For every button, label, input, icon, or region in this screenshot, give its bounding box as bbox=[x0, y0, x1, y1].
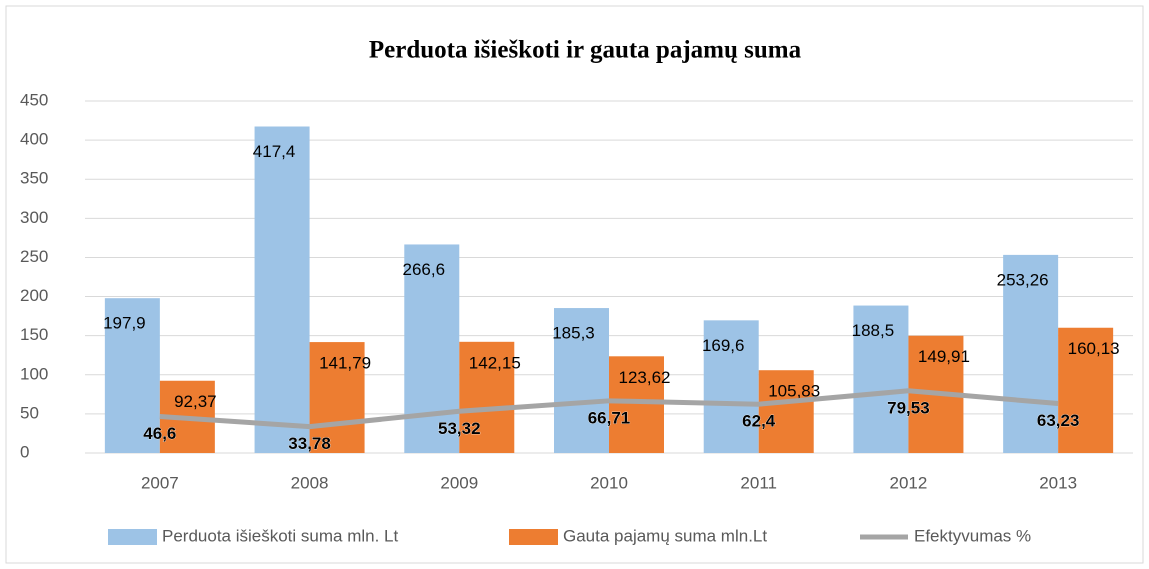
y-tick-label: 450 bbox=[20, 90, 48, 109]
bar bbox=[459, 341, 515, 453]
x-tick-label: 2012 bbox=[890, 473, 928, 492]
y-tick-label: 400 bbox=[20, 130, 48, 149]
line-label: 63,23 bbox=[1037, 411, 1080, 430]
legend-swatch bbox=[108, 529, 157, 545]
x-tick-label: 2009 bbox=[440, 473, 478, 492]
x-tick-label: 2013 bbox=[1039, 473, 1077, 492]
legend-label: Efektyvumas % bbox=[914, 526, 1031, 545]
data-label: 141,79 bbox=[319, 354, 371, 373]
x-tick-label: 2011 bbox=[740, 473, 777, 492]
line-label: 66,71 bbox=[588, 408, 631, 427]
bar bbox=[554, 308, 609, 453]
legend-label: Gauta pajamų suma mln.Lt bbox=[563, 526, 767, 545]
bar bbox=[853, 305, 909, 453]
data-label: 160,13 bbox=[1068, 339, 1120, 358]
data-label: 253,26 bbox=[997, 270, 1049, 289]
line-label: 46,6 bbox=[143, 424, 176, 443]
bar bbox=[758, 370, 814, 453]
data-label: 149,91 bbox=[918, 347, 970, 366]
data-label: 169,6 bbox=[702, 336, 745, 355]
data-label: 92,37 bbox=[174, 392, 217, 411]
chart-title: Perduota išieškoti ir gauta pajamų suma bbox=[369, 37, 802, 64]
bar bbox=[254, 126, 310, 454]
chart-border bbox=[5, 5, 1144, 564]
line-label: 33,78 bbox=[288, 434, 331, 453]
data-label: 417,4 bbox=[253, 142, 296, 161]
data-label: 142,15 bbox=[469, 353, 521, 372]
y-tick-label: 250 bbox=[20, 247, 48, 266]
data-label: 185,3 bbox=[552, 324, 595, 343]
x-tick-label: 2007 bbox=[141, 473, 179, 492]
y-tick-label: 150 bbox=[20, 325, 48, 344]
y-tick-label: 100 bbox=[20, 364, 48, 383]
bar bbox=[309, 342, 365, 453]
x-tick-label: 2008 bbox=[291, 473, 329, 492]
y-tick-label: 300 bbox=[20, 208, 48, 227]
bar bbox=[1003, 254, 1059, 453]
bar bbox=[1058, 327, 1114, 453]
x-tick-label: 2010 bbox=[590, 473, 628, 492]
bar bbox=[703, 320, 759, 453]
bar bbox=[609, 356, 664, 453]
y-tick-label: 50 bbox=[20, 403, 39, 422]
data-label: 197,9 bbox=[103, 314, 146, 333]
y-tick-label: 200 bbox=[20, 286, 48, 305]
line-label: 79,53 bbox=[887, 398, 930, 417]
bar bbox=[104, 298, 160, 453]
data-label: 105,83 bbox=[768, 382, 820, 401]
legend-label: Perduota išieškoti suma mln. Lt bbox=[162, 526, 398, 545]
data-label: 123,62 bbox=[619, 368, 671, 387]
line-label: 62,4 bbox=[742, 412, 776, 431]
line bbox=[159, 388, 1059, 430]
data-label: 266,6 bbox=[403, 260, 446, 279]
legend-swatch bbox=[509, 529, 558, 545]
y-tick-label: 350 bbox=[20, 169, 48, 188]
line-label: 53,32 bbox=[438, 419, 481, 438]
data-label: 188,5 bbox=[852, 321, 895, 340]
y-tick-label: 0 bbox=[20, 442, 29, 461]
